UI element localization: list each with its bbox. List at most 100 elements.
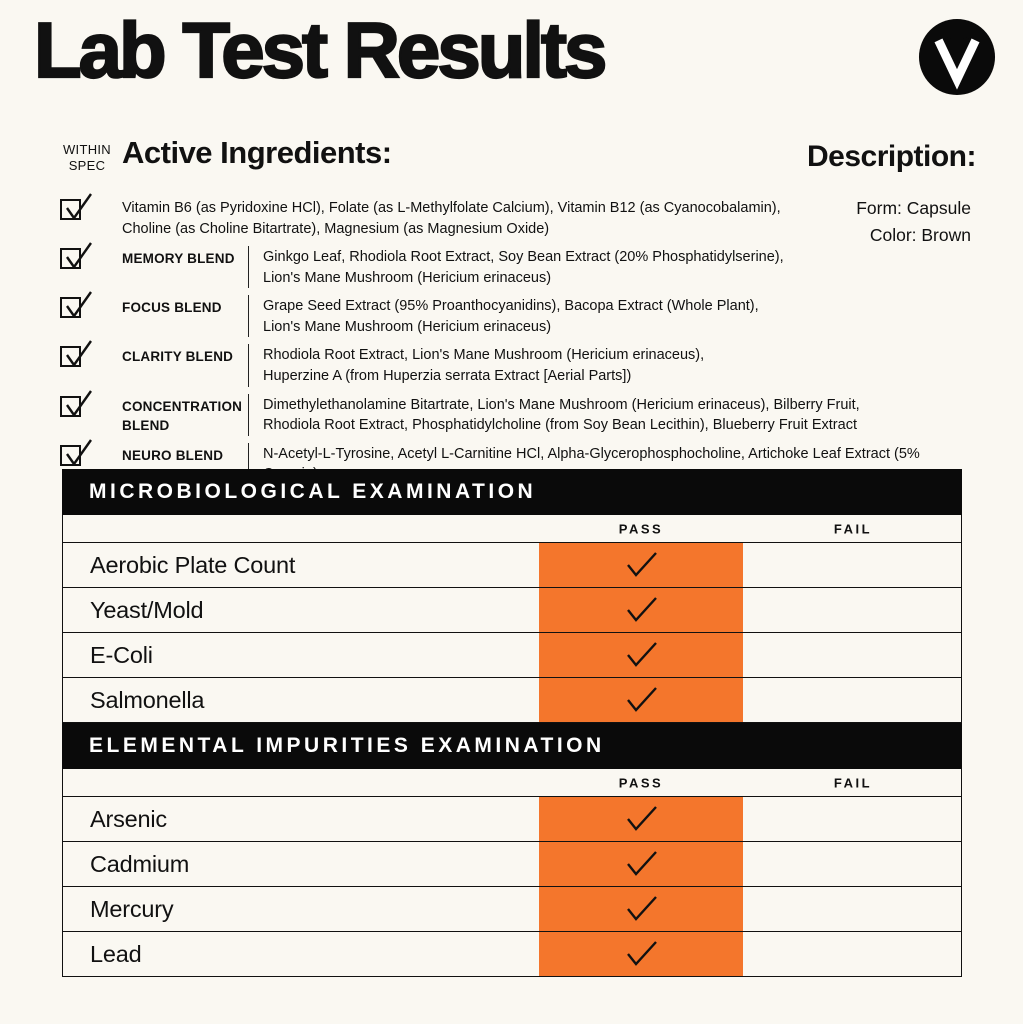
lab-table: MICROBIOLOGICAL EXAMINATION PASS FAIL Ae… (62, 469, 962, 723)
pass-cell (539, 588, 743, 632)
fail-cell (743, 543, 961, 587)
table-row: E-Coli (62, 633, 962, 678)
fail-cell (743, 588, 961, 632)
checkmark-icon (66, 193, 92, 221)
pass-checkmark-icon (627, 941, 657, 966)
within-spec-checkbox (60, 291, 92, 319)
within-spec-checkbox-cell (60, 291, 122, 319)
pass-column-header: PASS (618, 521, 664, 536)
table-row: Lead (62, 932, 962, 977)
test-name: Salmonella (90, 686, 205, 713)
checkmark-icon (66, 439, 92, 466)
pass-checkmark-icon (627, 597, 657, 622)
fail-cell (743, 797, 961, 841)
pass-checkmark-icon (627, 851, 657, 876)
pass-cell (539, 543, 743, 587)
fail-cell (743, 678, 961, 722)
table-row: Mercury (62, 887, 962, 932)
within-spec-checkbox-cell (60, 193, 122, 221)
table-column-header-row: PASS FAIL (62, 769, 962, 797)
fail-cell (743, 842, 961, 886)
blend-ingredients: Vitamin B6 (as Pyridoxine HCl), Folate (… (122, 200, 781, 237)
within-spec-checkbox (60, 439, 92, 466)
within-spec-line1: WITHIN (62, 142, 111, 157)
blend-name: MEMORY BLEND (122, 251, 235, 267)
pass-cell (539, 842, 743, 886)
blend-name: FOCUS BLEND (122, 300, 222, 316)
test-name: Lead (90, 940, 142, 967)
checkmark-icon (66, 340, 92, 368)
checkmark-icon (66, 291, 92, 319)
within-spec-checkbox (60, 193, 92, 221)
v-logo-icon (918, 18, 996, 96)
within-spec-line2: SPEC (68, 157, 106, 173)
active-ingredients-heading: Active Ingredients: (122, 135, 392, 170)
pass-checkmark-icon (627, 806, 657, 831)
test-name: Yeast/Mold (90, 596, 204, 623)
pass-cell (539, 932, 743, 976)
table-title-bar: MICROBIOLOGICAL EXAMINATION (62, 469, 962, 515)
within-spec-checkbox-cell (60, 340, 122, 368)
blend-ingredients: Dimethylethanolamine Bitartrate, Lion's … (248, 393, 898, 436)
table-row: Salmonella (62, 678, 962, 723)
ingredient-row: MEMORY BLEND Ginkgo Leaf, Rhodiola Root … (60, 242, 965, 289)
table-row: Arsenic (62, 797, 962, 842)
test-name: Arsenic (90, 805, 167, 832)
ingredient-row: CLARITY BLEND Rhodiola Root Extract, Lio… (60, 340, 965, 387)
table-rows: Aerobic Plate Count Yeast/Mold E-Coli Sa… (62, 543, 962, 723)
table-row: Cadmium (62, 842, 962, 887)
pass-checkmark-icon (627, 687, 657, 712)
test-name: Cadmium (90, 850, 190, 877)
pass-column-header: PASS (618, 775, 664, 790)
fail-column-header: FAIL (833, 775, 873, 790)
fail-cell (743, 633, 961, 677)
fail-cell (743, 887, 961, 931)
test-name: E-Coli (90, 641, 153, 668)
blend-ingredients: Rhodiola Root Extract, Lion's Mane Mushr… (248, 344, 773, 387)
pass-cell (539, 887, 743, 931)
ingredient-row: FOCUS BLEND Grape Seed Extract (95% Proa… (60, 291, 965, 338)
within-spec-checkbox-cell (60, 242, 122, 270)
checkmark-icon (66, 242, 92, 270)
within-spec-checkbox-cell (60, 389, 122, 417)
within-spec-label: WITHIN SPEC (56, 142, 118, 173)
table-column-header-row: PASS FAIL (62, 515, 962, 543)
description-details: Form: Capsule Color: Brown (856, 195, 971, 249)
blend-ingredients: Grape Seed Extract (95% Proanthocyanidin… (248, 295, 793, 338)
blend-ingredients: Ginkgo Leaf, Rhodiola Root Extract, Soy … (248, 246, 793, 289)
within-spec-checkbox-cell (60, 439, 122, 466)
page-title: Lab Test Results (33, 6, 609, 94)
within-spec-checkbox (60, 389, 92, 417)
within-spec-checkbox (60, 242, 92, 270)
within-spec-checkbox (60, 340, 92, 368)
description-form: Form: Capsule (856, 198, 971, 218)
ingredients-list: Vitamin B6 (as Pyridoxine HCl), Folate (… (60, 193, 965, 485)
pass-checkmark-icon (627, 642, 657, 667)
pass-cell (539, 678, 743, 722)
description-color: Color: Brown (869, 225, 971, 246)
table-title: ELEMENTAL IMPURITIES EXAMINATION (89, 734, 605, 757)
fail-cell (743, 932, 961, 976)
ingredient-row: CONCENTRATION BLEND Dimethylethanolamine… (60, 389, 965, 436)
description-heading: Description: (806, 140, 977, 173)
table-row: Aerobic Plate Count (62, 543, 962, 588)
pass-checkmark-icon (627, 896, 657, 921)
lab-table: ELEMENTAL IMPURITIES EXAMINATION PASS FA… (62, 723, 962, 977)
blend-name: NEURO BLEND (122, 447, 224, 463)
test-name: Aerobic Plate Count (90, 551, 296, 578)
table-row: Yeast/Mold (62, 588, 962, 633)
blend-name: CONCENTRATION BLEND (122, 398, 243, 434)
ingredient-row: Vitamin B6 (as Pyridoxine HCl), Folate (… (60, 193, 965, 239)
blend-name: CLARITY BLEND (122, 349, 234, 365)
fail-column-header: FAIL (833, 521, 873, 536)
pass-cell (539, 797, 743, 841)
brand-logo (918, 18, 996, 96)
tables: MICROBIOLOGICAL EXAMINATION PASS FAIL Ae… (62, 469, 962, 977)
table-title-bar: ELEMENTAL IMPURITIES EXAMINATION (62, 723, 962, 769)
pass-checkmark-icon (627, 552, 657, 577)
table-rows: Arsenic Cadmium Mercury Lead (62, 797, 962, 977)
table-title: MICROBIOLOGICAL EXAMINATION (89, 480, 537, 503)
test-name: Mercury (90, 895, 174, 922)
checkmark-icon (66, 389, 92, 417)
